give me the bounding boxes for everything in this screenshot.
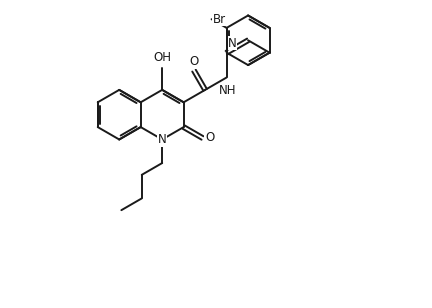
Text: O: O bbox=[189, 55, 199, 68]
Text: N: N bbox=[228, 37, 237, 50]
Text: O: O bbox=[205, 132, 214, 144]
Text: Br: Br bbox=[213, 13, 226, 26]
Text: OH: OH bbox=[153, 51, 171, 64]
Text: N: N bbox=[158, 133, 167, 146]
Text: NH: NH bbox=[219, 84, 236, 97]
